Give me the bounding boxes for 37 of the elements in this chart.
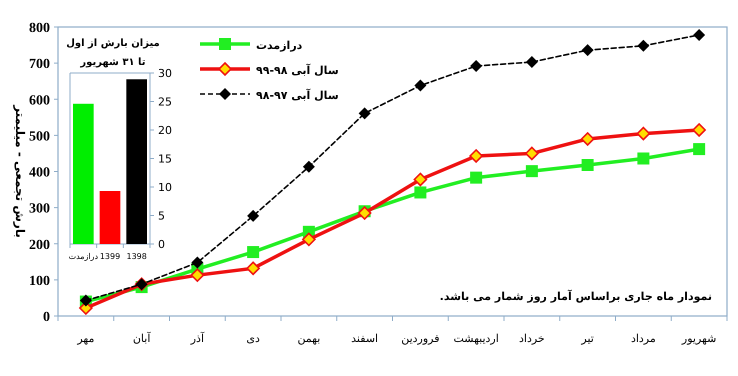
x-tick-label: درازمدت bbox=[68, 252, 99, 261]
y-tick-label: 300 bbox=[29, 202, 50, 217]
x-tick-label: اردیبهشت bbox=[453, 332, 499, 345]
y-tick-label: 20 bbox=[158, 124, 172, 137]
x-tick-label: 1398 bbox=[126, 252, 147, 261]
y-tick-label: 800 bbox=[29, 21, 50, 36]
x-tick-label: دی bbox=[246, 332, 260, 345]
y-tick-label: 700 bbox=[29, 57, 50, 72]
x-tick-label: تیر bbox=[580, 332, 594, 345]
y-tick-label: 0 bbox=[158, 238, 165, 251]
x-tick-label: مهر bbox=[76, 332, 94, 345]
y-tick-label: 25 bbox=[158, 96, 172, 108]
y-tick-label: 400 bbox=[29, 166, 50, 180]
y-tick-label: 100 bbox=[29, 274, 50, 289]
y-tick-label: 0 bbox=[43, 310, 50, 325]
legend-label: درازمدت bbox=[256, 39, 303, 52]
x-tick-label: آبان bbox=[132, 331, 152, 345]
x-tick-label: شهریور bbox=[680, 332, 716, 345]
chart-title: میزان بارش از اول تا ۳۱ شهریور bbox=[66, 38, 160, 68]
y-tick-label: 500 bbox=[29, 129, 50, 144]
y-axis-title: بارش تجمعی - میلیمتر bbox=[13, 104, 27, 238]
x-tick-label: خرداد bbox=[519, 332, 545, 345]
y-tick-label: 5 bbox=[158, 210, 165, 222]
y-tick-label: 600 bbox=[29, 93, 50, 108]
y-tick-label: 200 bbox=[29, 238, 50, 253]
x-tick-label: آذر bbox=[190, 331, 205, 345]
x-tick-label: بهمن bbox=[297, 332, 320, 345]
legend-label: سال آبی ۹۸-۹۹ bbox=[256, 63, 339, 77]
y-tick-label: 30 bbox=[158, 67, 172, 80]
x-tick-label: اسفند bbox=[351, 332, 378, 345]
x-tick-label: فروردین bbox=[401, 332, 440, 345]
y-tick-label: 15 bbox=[158, 152, 172, 166]
annotation: نمودار ماه جاری براساس آمار روز شمار می باشد. bbox=[440, 289, 712, 303]
legend-label: سال آبی ۹۷-۹۸ bbox=[256, 88, 339, 102]
x-tick-label: 1399 bbox=[100, 252, 120, 261]
y-tick-label: 10 bbox=[158, 181, 172, 194]
x-tick-label: مرداد bbox=[630, 332, 656, 345]
